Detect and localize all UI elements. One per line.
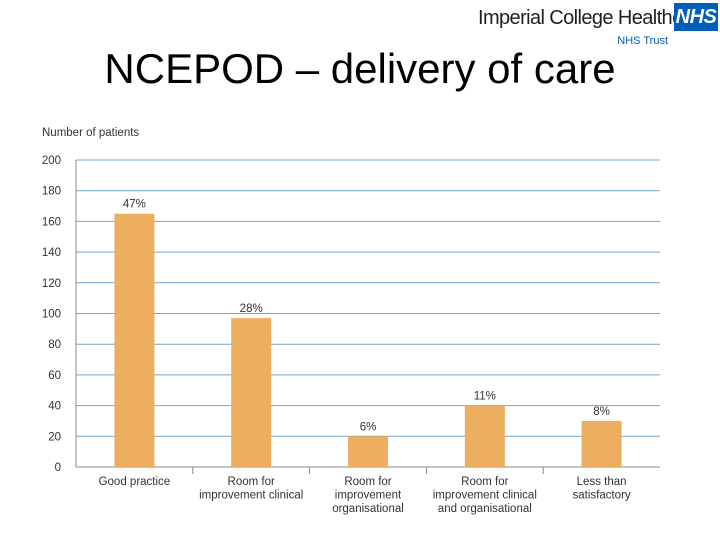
organisation-name: Imperial College Healthcare bbox=[478, 7, 709, 29]
x-tick-label: Room for improvement clinical bbox=[199, 476, 303, 502]
nhs-brand: Imperial College Healthcare NHS NHS Trus… bbox=[478, 3, 718, 49]
x-tick-label-line: improvement clinical bbox=[199, 490, 303, 502]
y-tick-label: 120 bbox=[42, 278, 61, 290]
bar bbox=[114, 213, 155, 467]
x-tick-label-line: Room for bbox=[461, 476, 508, 488]
y-tick-label: 180 bbox=[42, 186, 61, 198]
x-tick-label-line: improvement clinical bbox=[433, 490, 537, 502]
bar bbox=[581, 420, 622, 467]
bar bbox=[464, 405, 505, 467]
x-tick-label-line: Less than bbox=[577, 476, 627, 488]
x-tick-label-line: Room for bbox=[344, 476, 391, 488]
y-tick-label: 140 bbox=[42, 247, 61, 259]
bar bbox=[348, 436, 388, 467]
x-tick-label-line: Room for bbox=[228, 476, 275, 488]
y-tick-label: 0 bbox=[55, 462, 61, 474]
y-tick-label: 200 bbox=[42, 155, 61, 167]
x-tick-label-line: improvement bbox=[335, 490, 402, 502]
bar-chart: Number of patients 0 20 40 60 80 100 120 140 160 1… bbox=[42, 127, 660, 515]
y-tick-label: 160 bbox=[42, 216, 61, 228]
x-tick-label-line: and organisational bbox=[438, 503, 532, 515]
x-tick-label-line: organisational bbox=[332, 503, 404, 515]
x-tick-label: Good practice bbox=[99, 476, 171, 488]
y-tick-label: 60 bbox=[48, 370, 61, 382]
x-tick-label: Less than satisfactory bbox=[573, 476, 631, 502]
y-tick-label: 40 bbox=[48, 401, 61, 413]
y-tick-label: 20 bbox=[48, 431, 61, 443]
trust-label: NHS Trust bbox=[617, 35, 668, 47]
nhs-logo: NHS bbox=[674, 3, 718, 31]
data-label: 28% bbox=[240, 303, 263, 315]
y-axis-label: Number of patients bbox=[42, 127, 139, 139]
data-label: 47% bbox=[123, 199, 146, 211]
y-tick-label: 100 bbox=[42, 309, 61, 321]
y-tick-label: 80 bbox=[48, 339, 61, 351]
x-tick-label-line: satisfactory bbox=[573, 490, 631, 502]
data-label: 11% bbox=[474, 391, 496, 403]
data-label: 6% bbox=[360, 421, 377, 433]
x-tick-label: Room for improvement clinical and organisa… bbox=[433, 476, 537, 515]
data-label: 8% bbox=[593, 406, 610, 418]
slide-title: NCEPOD – delivery of care bbox=[104, 45, 616, 92]
x-tick-label: Room for improvement organisational bbox=[332, 476, 404, 515]
x-tick-label-line: Good practice bbox=[99, 476, 171, 488]
bar bbox=[231, 318, 272, 467]
